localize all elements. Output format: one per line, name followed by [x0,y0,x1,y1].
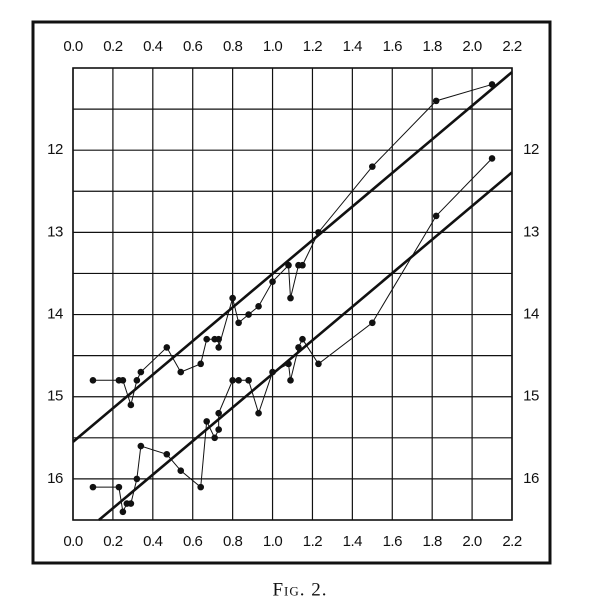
x-tick-label: 0.8 [223,533,243,550]
data-point [127,500,135,507]
data-point [137,442,145,450]
x-tick-label: 1.6 [383,38,403,55]
data-point [315,229,322,236]
x-tick-label: 2.0 [462,38,482,55]
caption: Fig. 2. [272,579,327,600]
data-point [197,483,205,491]
data-point [89,376,97,384]
data-point [255,409,262,417]
data-point [255,303,262,310]
data-point [369,319,376,327]
x-tick-label: 1.6 [383,533,403,550]
x-tick-label: 1.0 [263,533,283,550]
x-tick-label: 1.0 [263,38,283,55]
data-point [215,426,222,433]
y-tick-label: 12 [523,141,539,158]
fit-line [72,71,513,443]
data-point [285,360,292,368]
x-tick-label: 0.6 [183,38,203,55]
x-tick-label: 1.8 [423,38,443,55]
y-tick-label: 14 [523,306,539,323]
data-point [235,319,242,327]
data-point [369,163,376,170]
y-tick-label: 13 [47,223,63,240]
plot-frame [72,67,513,521]
x-tick-label: 0.4 [143,533,163,550]
data-point [133,376,141,384]
data-point [215,344,222,351]
x-tick-label: 0.0 [63,38,83,55]
y-tick-label: 14 [47,306,63,323]
data-point [163,450,171,458]
data-point [89,483,97,491]
data-point [432,212,440,220]
data-point [203,335,210,343]
data-point [488,155,496,162]
x-tick-label: 0.4 [143,38,163,55]
x-tick-label: 0.2 [103,38,123,55]
data-point [215,335,222,343]
data-point [119,508,127,516]
data-point [315,360,322,368]
data-point [215,409,222,417]
x-tick-label: 0.2 [103,533,123,550]
data-point [245,311,252,318]
x-tick-label: 0.8 [223,38,243,55]
y-tick-label: 16 [523,470,539,487]
data-point [269,278,276,285]
y-tick-label: 12 [47,141,63,158]
y-tick-label: 16 [47,470,63,487]
y-tick-label: 15 [523,388,539,405]
data-point [229,376,236,384]
x-tick-label: 0.6 [183,533,203,550]
data-point [488,81,496,88]
x-tick-label: 1.4 [343,533,363,550]
x-tick-label: 2.0 [462,533,482,550]
data-point [287,294,294,302]
data-point [287,376,294,384]
x-tick-label: 1.2 [303,533,323,550]
y-tick-label: 13 [523,223,539,240]
data-point [295,344,302,351]
x-tick-label: 0.0 [63,533,83,550]
data-point [197,360,205,368]
x-tick-label: 2.2 [502,533,522,550]
data-point [432,97,440,105]
data-point [211,434,218,442]
fit-line [98,171,513,521]
x-tick-label: 1.2 [303,38,323,55]
data-point [177,467,185,474]
data-point [245,376,252,384]
data-point [137,368,145,376]
data-point [177,368,185,376]
data-point [127,401,135,409]
data-point [285,261,292,269]
outer-frame [31,20,552,565]
x-tick-label: 1.8 [423,533,443,550]
data-point [133,475,141,483]
data-point [119,376,127,384]
data-point [163,344,171,351]
data-point [235,376,242,384]
data-point [299,261,306,269]
data-point [203,418,210,425]
x-tick-label: 2.2 [502,38,522,55]
x-tick-label: 1.4 [343,38,363,55]
data-point [269,368,276,376]
data-point [115,483,123,491]
data-point [229,294,236,302]
y-tick-label: 15 [47,388,63,405]
data-point [299,335,306,343]
